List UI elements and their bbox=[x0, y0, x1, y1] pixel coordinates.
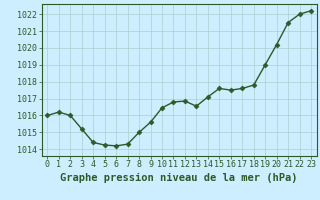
X-axis label: Graphe pression niveau de la mer (hPa): Graphe pression niveau de la mer (hPa) bbox=[60, 173, 298, 183]
